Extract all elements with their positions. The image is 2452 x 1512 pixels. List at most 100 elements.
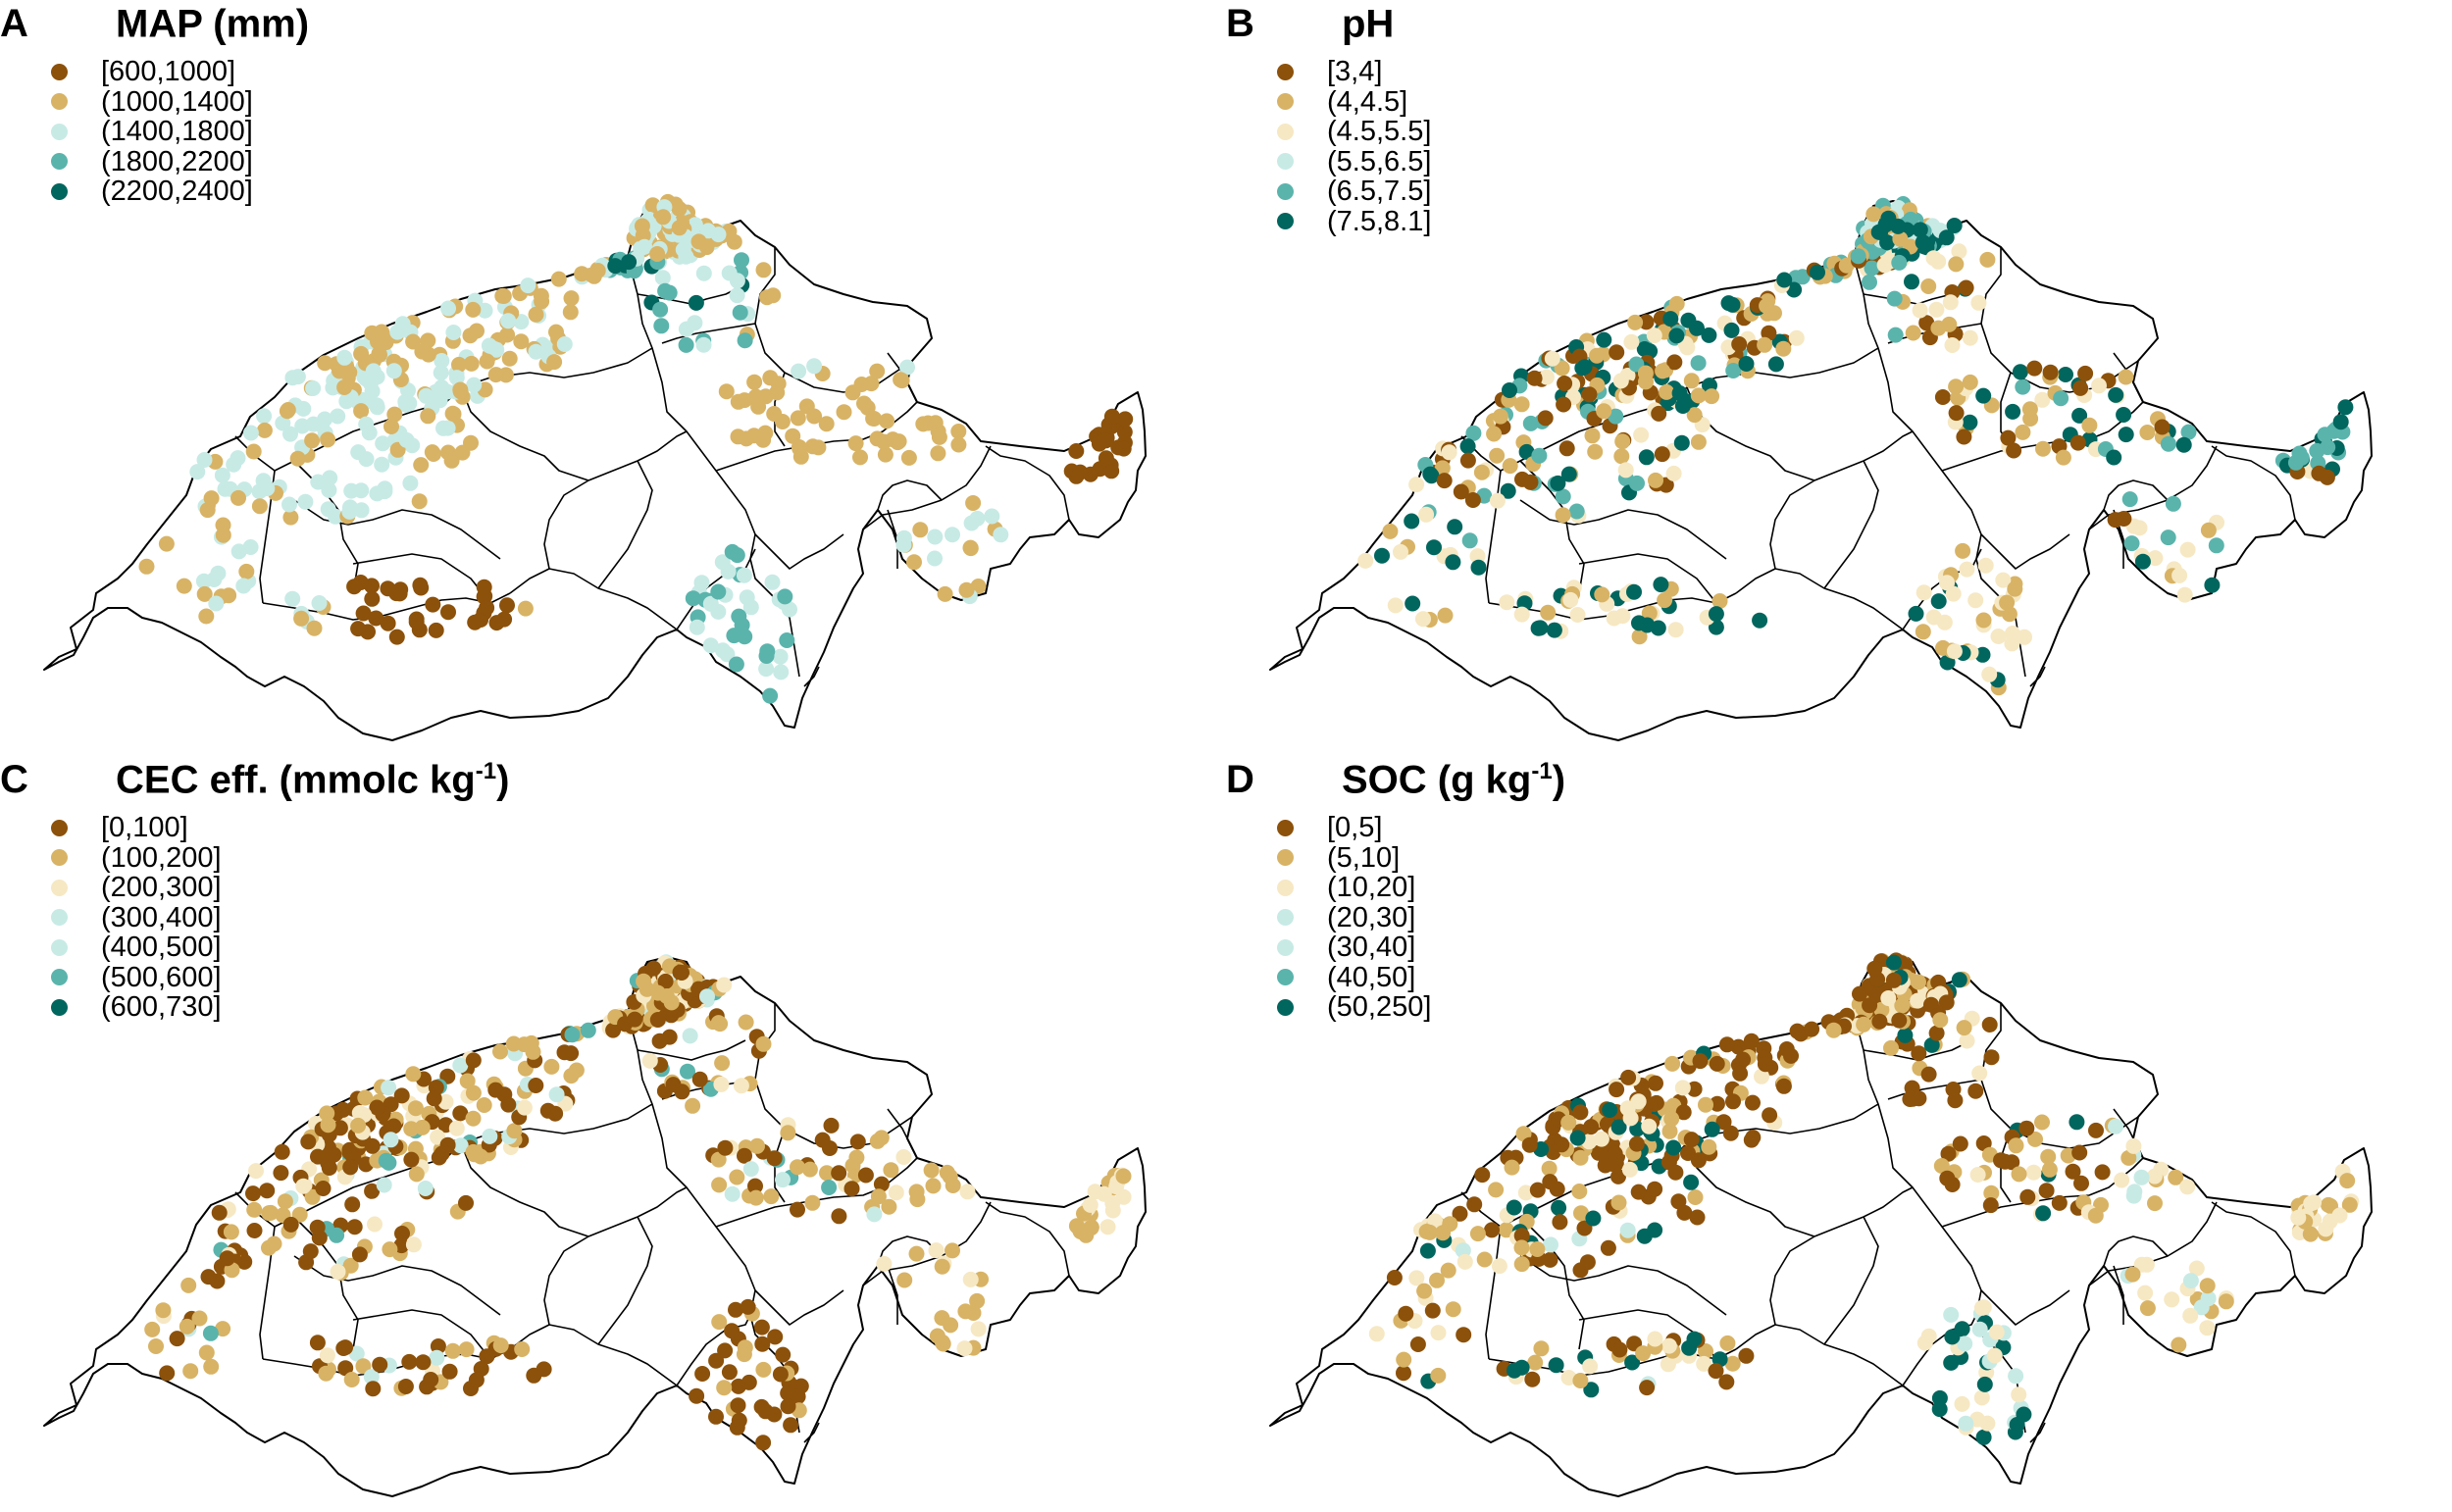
sample-point <box>2005 403 2021 420</box>
sample-point <box>1757 1056 1773 1073</box>
canton-border <box>637 1186 688 1218</box>
canton-border <box>2211 445 2296 521</box>
sample-point <box>1557 376 1573 391</box>
sample-point <box>1752 612 1768 629</box>
sample-point <box>716 977 733 993</box>
sample-point <box>1587 443 1604 460</box>
sample-point <box>300 1134 317 1150</box>
sample-point <box>1951 972 1967 988</box>
sample-point <box>488 615 505 631</box>
sample-point <box>732 304 748 321</box>
sample-point <box>1522 474 1539 490</box>
sample-point <box>1934 389 1951 405</box>
sample-point <box>1885 972 1902 988</box>
sample-point <box>1630 1184 1647 1200</box>
sample-point <box>2077 365 2094 381</box>
sample-point <box>1708 1363 1724 1380</box>
sample-point <box>1883 1039 1899 1056</box>
sample-point <box>1988 1324 2005 1340</box>
sample-point <box>1436 473 1453 489</box>
sample-point <box>1513 1228 1530 1244</box>
canton-border <box>985 445 1070 521</box>
sample-point <box>1357 552 1374 569</box>
sample-point <box>755 1435 772 1451</box>
legend-item: (4.5,5.5] <box>1277 117 1431 147</box>
sample-point <box>1979 1415 1996 1432</box>
sample-point <box>742 1161 759 1178</box>
sample-point <box>1624 1354 1641 1371</box>
legend-swatch <box>51 938 68 956</box>
sample-point <box>774 414 791 429</box>
sample-point <box>1613 448 1630 465</box>
sample-point <box>2146 1168 2163 1184</box>
canton-border <box>1735 568 1904 630</box>
sample-point <box>1521 1136 1538 1153</box>
sample-point <box>1396 1365 1411 1382</box>
sample-point <box>1456 1253 1473 1270</box>
sample-point <box>256 408 273 425</box>
sample-point <box>1852 985 1867 1002</box>
sample-point <box>736 567 752 583</box>
sample-point <box>780 1398 796 1415</box>
sample-point <box>282 509 299 526</box>
sample-point <box>1560 466 1577 482</box>
sample-point <box>318 1365 334 1382</box>
sample-point <box>1374 547 1390 564</box>
sample-point <box>513 333 530 350</box>
sample-point <box>2116 511 2132 527</box>
sample-point <box>804 438 821 455</box>
sample-point <box>1469 548 1486 565</box>
sample-point <box>627 1011 643 1028</box>
sample-point <box>1719 1335 1736 1351</box>
sample-point <box>1971 1321 1988 1337</box>
sample-point <box>1659 383 1675 400</box>
sample-point <box>836 404 852 421</box>
sample-point <box>1103 408 1120 425</box>
sample-point <box>1668 328 1685 344</box>
sample-point <box>1408 1270 1425 1286</box>
sample-point <box>317 355 333 372</box>
canton-border <box>1980 1003 2139 1149</box>
sample-point <box>1967 1083 1984 1099</box>
sample-point <box>2072 379 2089 396</box>
sample-point <box>927 529 944 545</box>
sample-point <box>374 456 390 473</box>
canton-border <box>637 1039 746 1061</box>
sample-point <box>148 1338 164 1354</box>
sample-point <box>332 1120 348 1136</box>
sample-point <box>219 1250 235 1267</box>
canton-border <box>597 460 653 589</box>
sample-point <box>1885 954 1902 971</box>
sample-point <box>322 470 338 486</box>
sample-point <box>755 262 772 278</box>
sample-point <box>895 529 912 546</box>
sample-point <box>492 1043 508 1060</box>
sample-point <box>1583 1119 1600 1135</box>
sample-point <box>499 597 515 614</box>
sample-point <box>1661 1123 1678 1139</box>
sample-point <box>1701 1138 1717 1155</box>
canton-border <box>2211 1201 2296 1277</box>
sample-point <box>1931 1389 1948 1406</box>
sample-point <box>821 1180 838 1195</box>
sample-point <box>1887 327 1904 343</box>
sample-point <box>203 1358 220 1375</box>
sample-point <box>644 197 661 214</box>
sample-point <box>344 1196 361 1213</box>
legend-label: (5.5,6.5] <box>1327 145 1432 177</box>
sample-point <box>309 1219 326 1235</box>
legend-label: [0,5] <box>1327 812 1383 844</box>
sample-point <box>2168 1169 2184 1185</box>
sample-point <box>1948 256 1965 273</box>
sample-point <box>381 1080 397 1096</box>
sample-point <box>657 282 674 299</box>
sample-point <box>1636 1228 1653 1244</box>
sample-point <box>1466 1196 1483 1213</box>
sample-point <box>724 543 741 560</box>
sample-point <box>353 403 370 420</box>
sample-point <box>682 1028 698 1044</box>
sample-point <box>311 595 328 611</box>
sample-point <box>823 1117 840 1134</box>
sample-point <box>655 209 672 226</box>
sample-point <box>357 1089 374 1106</box>
